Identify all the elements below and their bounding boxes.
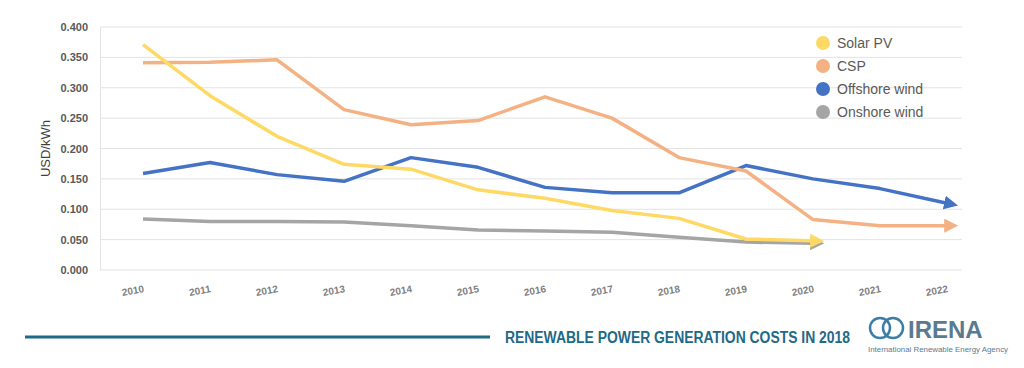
x-tick-label: 2011 xyxy=(188,283,212,298)
x-tick: 2014 xyxy=(389,282,413,298)
x-tick: 2018 xyxy=(657,282,681,298)
x-tick: 2019 xyxy=(724,282,748,298)
legend-label: CSP xyxy=(837,58,866,74)
legend-label: Solar PV xyxy=(837,35,893,51)
logo-subtitle: International Renewable Energy Agency xyxy=(868,346,1009,354)
grid-line xyxy=(100,239,962,240)
logo: IRENA International Renewable Energy Agen… xyxy=(868,316,1009,354)
y-tick-label: 0.000 xyxy=(60,264,88,276)
x-tick-label: 2016 xyxy=(523,283,547,298)
series-line xyxy=(143,158,947,204)
grid-line xyxy=(100,27,962,28)
legend-swatch xyxy=(816,59,830,73)
grid-line xyxy=(100,270,962,271)
y-axis-line xyxy=(100,28,101,271)
y-tick: 0.350 xyxy=(60,51,100,63)
x-tick-label: 2018 xyxy=(657,283,681,298)
y-tick-label: 0.200 xyxy=(60,143,88,155)
y-tick-label: 0.250 xyxy=(60,112,88,124)
y-tick: 0.400 xyxy=(60,21,100,33)
x-tick-label: 2013 xyxy=(322,283,346,298)
grid-line xyxy=(100,118,962,119)
x-tick: 2013 xyxy=(322,282,346,298)
series-line xyxy=(143,60,947,226)
x-tick-label: 2015 xyxy=(456,283,480,298)
x-tick-label: 2021 xyxy=(858,283,882,298)
x-tick-label: 2012 xyxy=(255,283,279,298)
title: RENEWABLE POWER GENERATION COSTS IN 2018 xyxy=(505,329,850,346)
x-tick: 2011 xyxy=(188,282,212,298)
y-tick-label: 0.100 xyxy=(60,203,88,215)
y-tick: 0.150 xyxy=(60,173,100,185)
grid-line xyxy=(100,87,962,88)
grid-line xyxy=(100,57,962,58)
footer-rule xyxy=(25,336,490,339)
x-tick-label: 2014 xyxy=(389,283,413,298)
y-tick-label: 0.400 xyxy=(60,21,88,33)
x-tick-label: 2022 xyxy=(925,283,949,298)
grid-line xyxy=(100,209,962,210)
legend-label: Onshore wind xyxy=(837,104,923,120)
x-tick: 2020 xyxy=(791,282,815,298)
grid-line xyxy=(100,178,962,179)
x-tick-label: 2010 xyxy=(121,283,145,298)
legend-swatch xyxy=(816,82,830,96)
logo-ring xyxy=(883,318,903,338)
grid xyxy=(100,27,962,270)
y-tick: 0.000 xyxy=(60,264,100,276)
x-tick: 2015 xyxy=(456,282,480,298)
legend-swatch xyxy=(816,36,830,50)
y-tick-label: 0.350 xyxy=(60,51,88,63)
legend-label: Offshore wind xyxy=(837,81,923,97)
x-axis: 2010 2011 2012 2013 2014 2015 2016 2017 2018 2019… xyxy=(121,282,949,298)
grid-line xyxy=(100,148,962,149)
x-tick: 2021 xyxy=(858,282,882,298)
x-tick: 2022 xyxy=(925,282,949,298)
y-tick: 0.300 xyxy=(60,82,100,94)
y-axis-title: USD/kWh xyxy=(38,120,53,177)
plot-area xyxy=(143,45,947,244)
x-tick: 2010 xyxy=(121,282,145,298)
y-tick: 0.100 xyxy=(60,203,100,215)
x-tick-label: 2020 xyxy=(791,283,815,298)
y-tick-label: 0.050 xyxy=(60,234,88,246)
series-line xyxy=(143,219,813,243)
series-line xyxy=(143,45,813,241)
legend-swatch xyxy=(816,105,830,119)
logo-text: IRENA xyxy=(908,316,983,343)
x-tick-label: 2019 xyxy=(724,283,748,298)
y-tick-label: 0.150 xyxy=(60,173,88,185)
y-tick: 0.200 xyxy=(60,143,100,155)
x-tick: 2017 xyxy=(590,282,614,298)
y-tick: 0.050 xyxy=(60,234,100,246)
chart: 0.000 0.050 0.100 0.150 0.200 0.250 0.300 0.350… xyxy=(0,0,1024,368)
x-tick-label: 2017 xyxy=(590,283,614,298)
x-tick: 2016 xyxy=(523,282,547,298)
y-tick-label: 0.300 xyxy=(60,82,88,94)
legend: Solar PV CSP Offshore wind Onshore wind xyxy=(816,35,923,120)
y-axis: 0.000 0.050 0.100 0.150 0.200 0.250 0.300 0.350… xyxy=(60,21,100,276)
footer: RENEWABLE POWER GENERATION COSTS IN 2018… xyxy=(25,316,1009,354)
x-tick: 2012 xyxy=(255,282,279,298)
y-tick: 0.250 xyxy=(60,112,100,124)
